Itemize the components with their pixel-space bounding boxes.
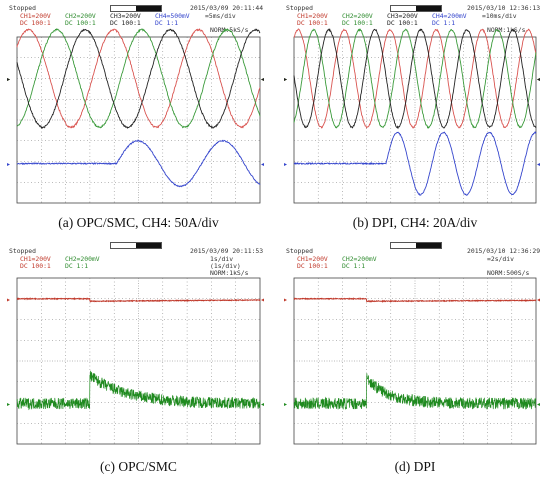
- panel-a: Stopped 2015/03/09 20:11:44 CH1=200V CH2…: [5, 5, 272, 240]
- scope-screen: ▸ ◂▸ ◂▸ ◂▸ ◂: [7, 28, 264, 204]
- caption: (b) DPI, CH4: 20A/div: [352, 215, 478, 230]
- ch1-coupling: DC 100:1: [20, 19, 51, 27]
- ch4-coupling: DC 1:1: [155, 19, 179, 27]
- ch2-coupling: DC 1:1: [65, 262, 89, 270]
- timestamp: 2015/03/10 12:36:13: [467, 4, 541, 12]
- channel-marker-left-4: ▸: [284, 161, 287, 168]
- ch1-coupling: DC 100:1: [297, 262, 328, 270]
- series-line-3: [293, 28, 537, 130]
- channel-marker-left-4: ▸: [7, 161, 10, 168]
- panel-d: Stopped 2015/03/10 12:36:29 CH1=200V CH2…: [282, 242, 548, 477]
- channel-marker-right-4: ◂: [261, 161, 264, 168]
- ch2-coupling: DC 100:1: [342, 19, 373, 27]
- ch1-setting: CH1=200V: [20, 12, 51, 20]
- series-line-2: [293, 373, 537, 411]
- timebase: =10ms/div: [482, 12, 517, 20]
- series-line-2: [16, 370, 261, 411]
- channel-marker-left-2: ▸: [284, 76, 287, 83]
- run-indicator: [390, 5, 442, 12]
- timestamp: 2015/03/10 12:36:29: [467, 247, 541, 255]
- channel-marker-right-1: ◂: [261, 296, 264, 303]
- ch2-coupling: DC 1:1: [342, 262, 366, 270]
- ch2-coupling: DC 100:1: [65, 19, 96, 27]
- channel-marker-left-2: ▸: [284, 401, 287, 408]
- ch4-setting: CH4=500mV: [155, 12, 190, 20]
- scope-screen: ▸ ◂ ▸ ◂: [284, 277, 540, 445]
- status-text: Stopped: [9, 247, 36, 255]
- series-line-2: [293, 28, 537, 129]
- series-line-3: [16, 28, 261, 130]
- scope-screen: ▸ ◂ ▸ ◂: [7, 277, 264, 445]
- timebase: =5ms/div: [205, 12, 236, 20]
- run-indicator: [390, 242, 442, 249]
- ch1-coupling: DC 100:1: [297, 19, 328, 27]
- channel-marker-left-1: ▸: [7, 296, 10, 303]
- channel-marker-left-1: ▸: [7, 76, 10, 83]
- channel-marker-left-2: ▸: [7, 76, 10, 83]
- ch1-setting: CH1=200V: [20, 255, 51, 263]
- ch3-setting: CH3=200V: [387, 12, 418, 20]
- timebase: 1s/div: [210, 255, 234, 263]
- status-text: Stopped: [286, 247, 313, 255]
- channel-marker-right-2: ◂: [537, 401, 540, 408]
- timebase-secondary: (1s/div): [210, 262, 241, 270]
- ch4-setting: CH4=200mV: [432, 12, 467, 20]
- caption: (d) DPI: [394, 459, 436, 474]
- ch2-setting: CH2=200mV: [65, 255, 100, 263]
- sample-rate: NORM:1kS/s: [487, 26, 526, 34]
- series-line-1: [16, 28, 261, 129]
- ch1-setting: CH1=200V: [297, 255, 328, 263]
- channel-marker-right-1: ◂: [537, 76, 540, 83]
- series-line-2: [16, 28, 261, 129]
- timebase: =2s/div: [487, 255, 514, 263]
- panel-b: Stopped 2015/03/10 12:36:13 CH1=200V CH2…: [282, 5, 548, 240]
- channel-marker-right-2: ◂: [537, 76, 540, 83]
- sample-rate: NORM:1kS/s: [210, 269, 249, 277]
- channel-marker-left-2: ▸: [7, 401, 10, 408]
- channel-marker-right-3: ◂: [261, 76, 264, 83]
- channel-marker-right-2: ◂: [261, 401, 264, 408]
- run-indicator: [110, 5, 162, 12]
- run-indicator: [110, 242, 162, 249]
- series-line-1: [293, 297, 537, 303]
- channel-marker-left-3: ▸: [284, 76, 287, 83]
- series-line-4: [293, 131, 537, 196]
- ch3-coupling: DC 100:1: [110, 19, 141, 27]
- caption: (c) OPC/SMC: [100, 459, 177, 474]
- scope-screen: ▸ ◂▸ ◂▸ ◂▸ ◂: [284, 28, 540, 204]
- timestamp: 2015/03/09 20:11:44: [190, 4, 264, 12]
- series-line-4: [16, 139, 261, 188]
- ch2-setting: CH2=200V: [342, 12, 373, 20]
- ch3-setting: CH3=200V: [110, 12, 141, 20]
- ch2-setting: CH2=200mV: [342, 255, 377, 263]
- series-line-1: [16, 297, 261, 303]
- channel-marker-right-1: ◂: [537, 296, 540, 303]
- status-text: Stopped: [9, 4, 36, 12]
- channel-marker-right-4: ◂: [537, 161, 540, 168]
- series-line-1: [293, 28, 537, 129]
- panel-c: Stopped 2015/03/09 20:11:53 CH1=200V CH2…: [5, 242, 272, 477]
- ch1-coupling: DC 100:1: [20, 262, 51, 270]
- channel-marker-left-1: ▸: [284, 296, 287, 303]
- channel-marker-right-3: ◂: [537, 76, 540, 83]
- channel-marker-right-1: ◂: [261, 76, 264, 83]
- channel-marker-right-2: ◂: [261, 76, 264, 83]
- timestamp: 2015/03/09 20:11:53: [190, 247, 264, 255]
- ch1-setting: CH1=200V: [297, 12, 328, 20]
- channel-marker-left-1: ▸: [284, 76, 287, 83]
- ch3-coupling: DC 100:1: [387, 19, 418, 27]
- ch4-coupling: DC 1:1: [432, 19, 456, 27]
- ch2-setting: CH2=200V: [65, 12, 96, 20]
- channel-marker-left-3: ▸: [7, 76, 10, 83]
- caption: (a) OPC/SMC, CH4: 50A/div: [58, 215, 219, 230]
- sample-rate: NORM:500S/s: [487, 269, 530, 277]
- status-text: Stopped: [286, 4, 313, 12]
